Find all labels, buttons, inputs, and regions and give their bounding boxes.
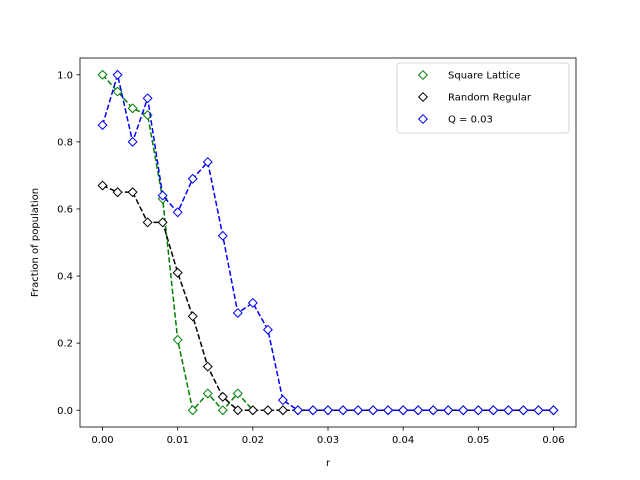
legend-box (396, 62, 570, 134)
data-point (142, 93, 153, 104)
x-tick-label: 0.04 (392, 435, 414, 446)
data-point (488, 405, 499, 416)
data-point (232, 307, 243, 318)
data-point (277, 395, 288, 406)
data-point (338, 405, 349, 416)
legend-item: Random Regular (417, 91, 532, 104)
data-point (458, 405, 469, 416)
data-point (112, 69, 123, 80)
data-point (398, 405, 409, 416)
data-point (172, 267, 183, 278)
data-point (473, 405, 484, 416)
data-point (202, 361, 213, 372)
data-point (262, 405, 273, 416)
data-point (307, 405, 318, 416)
y-tick-label: 0.4 (57, 272, 73, 283)
data-point (518, 405, 529, 416)
data-point (187, 173, 198, 184)
data-point (232, 388, 243, 399)
data-point (172, 334, 183, 345)
y-tick-label: 0.0 (57, 406, 73, 417)
data-point (187, 311, 198, 322)
data-point (232, 405, 243, 416)
data-point (368, 405, 379, 416)
x-axis-label: r (326, 458, 331, 469)
legend: Square Lattice Random Regular Q = 0.03 (396, 62, 570, 134)
data-point (383, 405, 394, 416)
data-point (202, 156, 213, 167)
data-point (277, 405, 288, 416)
data-point (217, 230, 228, 241)
data-point (503, 405, 514, 416)
data-point (112, 187, 123, 198)
data-point (292, 405, 303, 416)
legend-item: Square Lattice (417, 69, 520, 82)
data-point (262, 324, 273, 335)
data-point (247, 297, 258, 308)
legend-label: Q = 0.03 (448, 115, 493, 126)
data-point (127, 103, 138, 114)
legend-label: Random Regular (448, 93, 532, 104)
data-point (217, 391, 228, 402)
legend-marker (417, 113, 429, 125)
data-point (322, 405, 334, 416)
x-tick-label: 0.06 (542, 435, 564, 446)
series-3 (97, 69, 559, 416)
y-tick-label: 0.8 (57, 137, 73, 148)
data-point (548, 405, 559, 416)
data-point (353, 405, 364, 416)
data-point (127, 136, 138, 147)
x-tick-label: 0.05 (467, 435, 489, 446)
data-point (157, 190, 168, 201)
legend-marker (417, 91, 429, 103)
data-point (97, 69, 108, 80)
data-point (413, 405, 424, 416)
data-point (428, 405, 439, 416)
data-point (533, 405, 544, 416)
data-point (142, 217, 153, 228)
data-point (187, 405, 198, 416)
x-tick-label: 0.01 (167, 435, 189, 446)
x-tick-label: 0.03 (317, 435, 339, 446)
data-point (97, 120, 108, 131)
y-axis-label: Fraction of population (30, 188, 41, 297)
x-tick-label: 0.02 (242, 435, 264, 446)
data-point (443, 405, 454, 416)
plot-area (97, 69, 559, 416)
axes: 0.00 0.01 0.02 0.03 0.04 0.05 0.06 0.0 0.2 0.4 0.6… (57, 57, 577, 446)
y-tick-label: 0.6 (57, 205, 73, 216)
data-point (172, 207, 183, 218)
data-point (157, 217, 168, 228)
y-tick-label: 1.0 (57, 70, 73, 81)
data-point (202, 388, 213, 399)
data-point (217, 405, 228, 416)
data-point (127, 187, 138, 198)
y-tick-label: 0.2 (57, 339, 73, 350)
legend-item: Q = 0.03 (417, 113, 493, 126)
legend-label: Square Lattice (448, 71, 520, 82)
data-point (247, 405, 258, 416)
data-point (97, 180, 108, 191)
legend-marker (417, 69, 429, 81)
x-tick-label: 0.00 (91, 435, 113, 446)
